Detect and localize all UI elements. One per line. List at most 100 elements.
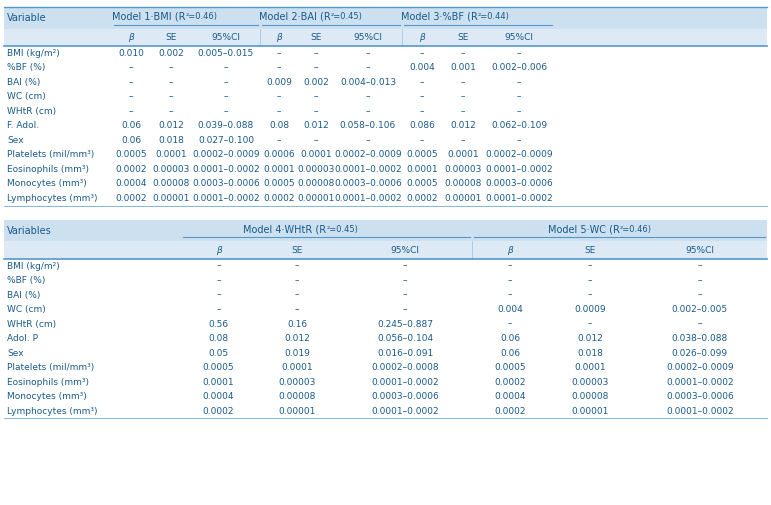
Text: –: –	[169, 78, 173, 87]
Text: 0.012: 0.012	[158, 121, 183, 130]
Text: SE: SE	[457, 33, 469, 42]
Text: Eosinophils (mm³): Eosinophils (mm³)	[7, 378, 89, 386]
Text: –: –	[216, 305, 221, 314]
Text: 0.062–0.109: 0.062–0.109	[491, 121, 547, 130]
Text: 0.0001: 0.0001	[300, 150, 332, 160]
Text: –: –	[419, 78, 424, 87]
Text: –: –	[365, 49, 370, 58]
Text: 0.00003: 0.00003	[444, 165, 482, 174]
Text: 0.0002: 0.0002	[115, 194, 146, 203]
Text: Variables: Variables	[7, 226, 52, 235]
Text: 0.0003–0.0006: 0.0003–0.0006	[485, 179, 553, 188]
Text: 0.0002–0.0009: 0.0002–0.0009	[666, 363, 734, 372]
Text: 0.018: 0.018	[158, 136, 184, 145]
Text: WC (cm): WC (cm)	[7, 305, 45, 314]
Text: 0.0004: 0.0004	[494, 392, 526, 401]
Text: 0.039–0.088: 0.039–0.088	[198, 121, 254, 130]
Text: Monocytes (mm³): Monocytes (mm³)	[7, 392, 87, 401]
Text: ²=0.46): ²=0.46)	[620, 225, 651, 234]
Text: –: –	[277, 49, 281, 58]
Text: Platelets (mil/mm³): Platelets (mil/mm³)	[7, 363, 94, 372]
Text: –: –	[419, 92, 424, 102]
Text: 0.012: 0.012	[577, 334, 603, 343]
Text: –: –	[216, 276, 221, 285]
Text: 0.06: 0.06	[500, 348, 520, 358]
Text: –: –	[216, 290, 221, 299]
Text: Eosinophils (mm³): Eosinophils (mm³)	[7, 165, 89, 174]
Text: –: –	[365, 92, 370, 102]
Text: 0.0001: 0.0001	[406, 165, 438, 174]
Text: Lymphocytes (mm³): Lymphocytes (mm³)	[7, 407, 97, 416]
Text: –: –	[419, 49, 424, 58]
Text: –: –	[224, 64, 228, 72]
Text: Model 2·BAI (R: Model 2·BAI (R	[259, 12, 331, 22]
Text: –: –	[517, 49, 521, 58]
Text: –: –	[588, 276, 592, 285]
Text: 0.0003–0.0006: 0.0003–0.0006	[334, 179, 402, 188]
Text: –: –	[698, 290, 702, 299]
Text: β: β	[419, 33, 425, 42]
Text: –: –	[169, 64, 173, 72]
Text: Model 4·WHtR (R: Model 4·WHtR (R	[244, 225, 327, 234]
Text: –: –	[698, 320, 702, 329]
Text: 0.018: 0.018	[577, 348, 603, 358]
Text: –: –	[169, 92, 173, 102]
Text: –: –	[129, 107, 133, 116]
Text: 0.0002–0.0009: 0.0002–0.0009	[334, 150, 402, 160]
Text: ²=0.45): ²=0.45)	[327, 225, 359, 234]
Text: 0.0001: 0.0001	[203, 378, 234, 386]
Text: Model 5·WC (R: Model 5·WC (R	[547, 225, 620, 234]
Text: 0.0001–0.0002: 0.0001–0.0002	[372, 407, 439, 416]
Text: –: –	[507, 320, 512, 329]
Text: 0.0003–0.0006: 0.0003–0.0006	[666, 392, 734, 401]
Text: –: –	[295, 290, 299, 299]
Text: 0.00003: 0.00003	[153, 165, 190, 174]
Text: 0.0001: 0.0001	[281, 363, 313, 372]
Text: 0.016–0.091: 0.016–0.091	[377, 348, 433, 358]
Text: 0.004: 0.004	[497, 305, 523, 314]
Text: –: –	[403, 276, 407, 285]
Text: 0.0009: 0.0009	[574, 305, 606, 314]
Text: 0.002: 0.002	[303, 78, 329, 87]
Text: 0.0003–0.0006: 0.0003–0.0006	[372, 392, 439, 401]
Text: 0.08: 0.08	[208, 334, 228, 343]
Text: –: –	[277, 64, 281, 72]
Text: –: –	[588, 262, 592, 271]
Text: 0.0005: 0.0005	[263, 179, 295, 188]
Text: –: –	[314, 92, 318, 102]
Text: 0.026–0.099: 0.026–0.099	[672, 348, 728, 358]
Text: 0.012: 0.012	[450, 121, 476, 130]
Text: –: –	[129, 78, 133, 87]
Text: 0.0002: 0.0002	[263, 194, 295, 203]
Text: Adol. P: Adol. P	[7, 334, 38, 343]
Text: –: –	[517, 92, 521, 102]
Text: 0.00003: 0.00003	[278, 378, 316, 386]
Text: –: –	[365, 136, 370, 145]
Bar	[4, 220, 767, 241]
Text: 0.0001: 0.0001	[447, 150, 479, 160]
Text: β: β	[276, 33, 282, 42]
Text: –: –	[314, 49, 318, 58]
Text: 0.009: 0.009	[266, 78, 292, 87]
Text: –: –	[314, 136, 318, 145]
Text: β: β	[216, 245, 221, 255]
Text: 0.0004: 0.0004	[115, 179, 146, 188]
Text: –: –	[461, 92, 465, 102]
Text: BMI (kg/m²): BMI (kg/m²)	[7, 49, 59, 58]
Text: 0.08: 0.08	[269, 121, 289, 130]
Text: 0.0002: 0.0002	[406, 194, 438, 203]
Text: 0.0001–0.0002: 0.0001–0.0002	[192, 194, 260, 203]
Text: 0.00008: 0.00008	[278, 392, 316, 401]
Text: SE: SE	[165, 33, 177, 42]
Text: BMI (kg/m²): BMI (kg/m²)	[7, 262, 59, 271]
Text: –: –	[588, 290, 592, 299]
Text: 0.0001–0.0002: 0.0001–0.0002	[485, 194, 553, 203]
Text: –: –	[403, 305, 407, 314]
Text: 95%CI: 95%CI	[353, 33, 382, 42]
Text: ²=0.45): ²=0.45)	[331, 13, 363, 21]
Text: –: –	[517, 107, 521, 116]
Text: 95%CI: 95%CI	[504, 33, 534, 42]
Text: 0.56: 0.56	[208, 320, 228, 329]
Text: –: –	[224, 78, 228, 87]
Text: –: –	[461, 107, 465, 116]
